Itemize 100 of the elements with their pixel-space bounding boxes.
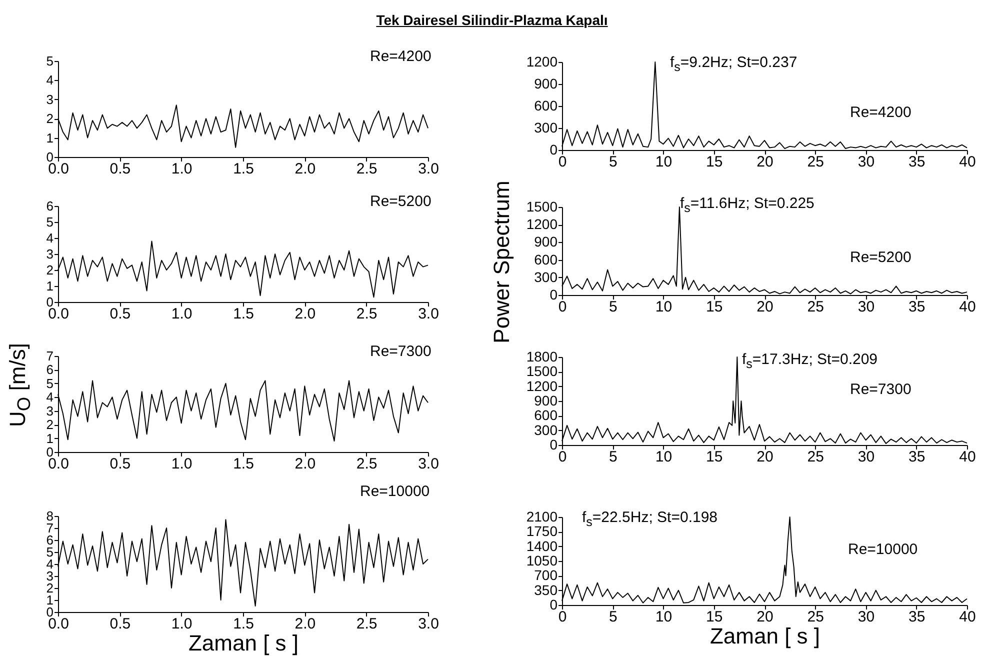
x-tick-label: 1.0 bbox=[171, 456, 192, 472]
y-tick-label: 0 bbox=[550, 596, 558, 612]
x-tick-label: 20 bbox=[756, 448, 774, 466]
text: Re=10000 bbox=[360, 483, 430, 500]
x-tick-label: 25 bbox=[807, 608, 824, 626]
y-tick-label: 1 bbox=[46, 278, 54, 294]
x-tick-label: 15 bbox=[706, 448, 723, 466]
x-tick-label: 2.5 bbox=[356, 306, 378, 322]
x-tick-label: 3.0 bbox=[418, 616, 439, 632]
y-tick-label: 4 bbox=[46, 72, 54, 88]
y-tick-label: 2 bbox=[46, 417, 54, 432]
x-tick-label: 0.0 bbox=[48, 160, 69, 178]
text: Tek Dairesel Silindir-Plazma Kapalı bbox=[376, 12, 608, 28]
x-tick-label: 30 bbox=[858, 448, 875, 466]
y-tick-label: 4 bbox=[46, 230, 54, 246]
x-tick-label: 30 bbox=[858, 608, 875, 626]
y-tick-label: 300 bbox=[534, 422, 558, 438]
y-tick-label: 0 bbox=[550, 436, 558, 452]
y-tick-label: 1200 bbox=[526, 216, 558, 232]
y-tick-label: 8 bbox=[46, 508, 54, 524]
y-tick-label: 2 bbox=[46, 580, 54, 596]
annotation: f$_{s}$=11.6Hz; St=0.225 bbox=[680, 195, 814, 215]
annotation: Re=5200 bbox=[850, 249, 912, 266]
y-tick-label: 1500 bbox=[526, 363, 558, 380]
x-tick-label: 0.0 bbox=[48, 616, 69, 632]
annotation: Re=7300 bbox=[850, 381, 912, 398]
y-tick-label: 0 bbox=[550, 142, 558, 158]
y-tick-label: 1 bbox=[46, 130, 54, 146]
x-tick-label: 0.5 bbox=[110, 616, 131, 632]
annotation: Re=4200 bbox=[850, 104, 912, 121]
annotation: Re=10000 bbox=[848, 541, 918, 558]
y-axis-title: Power Spectrum bbox=[489, 180, 515, 344]
y-tick-label: 600 bbox=[534, 407, 558, 424]
x-tick-label: 3.0 bbox=[418, 456, 439, 472]
y-tick-label: 2100 bbox=[526, 508, 558, 524]
x-tick-label: 15 bbox=[706, 154, 723, 170]
y-tick-label: 7 bbox=[46, 520, 54, 536]
x-tick-label: 20 bbox=[756, 608, 774, 626]
x-tick-label: 35 bbox=[908, 298, 926, 316]
x-tick-label: 25 bbox=[807, 448, 824, 466]
x-tick-label: 15 bbox=[706, 298, 723, 316]
annotation: Re=4200 bbox=[370, 48, 432, 65]
x-tick-label: 2.0 bbox=[294, 160, 316, 178]
x-tick-label: 0.0 bbox=[48, 306, 69, 322]
y-tick-label: 4 bbox=[46, 556, 54, 572]
y-tick-label: 5 bbox=[46, 214, 54, 230]
y-tick-label: 1750 bbox=[526, 523, 558, 540]
y-tick-label: 300 bbox=[534, 120, 558, 136]
y-tick-label: 600 bbox=[534, 98, 558, 114]
x-tick-label: 3.0 bbox=[418, 160, 439, 178]
x-tick-label: 5 bbox=[608, 448, 618, 466]
y-tick-label: 300 bbox=[534, 268, 558, 285]
y-tick-label: 5 bbox=[46, 544, 54, 560]
x-tick-label: 2.5 bbox=[356, 160, 378, 178]
y-tick-label: 600 bbox=[534, 251, 558, 268]
y-tick-label: 700 bbox=[534, 567, 558, 584]
y-tick-label: 1 bbox=[46, 430, 54, 446]
x-tick-label: 2.0 bbox=[294, 616, 316, 632]
x-axis-title: Zaman [ s ] bbox=[710, 624, 820, 648]
x-axis-title: Zaman [ s ] bbox=[188, 630, 299, 656]
y-tick-label: 1400 bbox=[526, 538, 558, 554]
x-tick-label: 1.0 bbox=[171, 306, 192, 322]
y-tick-label: 350 bbox=[534, 582, 558, 598]
x-tick-label: 5 bbox=[608, 298, 618, 316]
y-tick-label: 5 bbox=[46, 54, 54, 68]
x-tick-label: 2.0 bbox=[294, 306, 316, 322]
annotation: Re=7300 bbox=[370, 343, 432, 360]
x-tick-label: 2.0 bbox=[294, 456, 316, 472]
x-tick-label: 2.5 bbox=[356, 456, 378, 472]
x-tick-label: 30 bbox=[858, 154, 875, 170]
y-tick-label: 3 bbox=[46, 403, 54, 418]
x-tick-label: 40 bbox=[959, 298, 976, 316]
y-tick-label: 4 bbox=[46, 390, 54, 405]
y-tick-label: 1500 bbox=[526, 198, 558, 214]
x-tick-label: 1.5 bbox=[233, 616, 254, 632]
y-tick-label: 6 bbox=[46, 532, 54, 548]
x-tick-label: 1.5 bbox=[233, 456, 254, 472]
x-tick-label: 40 bbox=[959, 154, 976, 170]
x-tick-label: 15 bbox=[706, 608, 723, 626]
x-tick-label: 10 bbox=[655, 298, 672, 316]
y-tick-label: 1800 bbox=[526, 348, 558, 364]
x-tick-label: 10 bbox=[655, 154, 672, 170]
y-tick-label: 3 bbox=[46, 568, 54, 584]
y-tick-label: 900 bbox=[534, 392, 558, 408]
x-tick-label: 5 bbox=[608, 154, 618, 170]
x-tick-label: 25 bbox=[807, 298, 824, 316]
x-tick-label: 0.5 bbox=[110, 160, 131, 178]
x-tick-label: 40 bbox=[959, 448, 976, 466]
annotation: f$_{s}$=22.5Hz; St=0.198 bbox=[582, 509, 718, 529]
y-tick-label: 3 bbox=[46, 246, 54, 262]
annotation: f$_{s}$=9.2Hz; St=0.237 bbox=[670, 54, 798, 74]
y-tick-label: 1050 bbox=[526, 552, 558, 568]
x-tick-label: 35 bbox=[908, 154, 926, 170]
x-tick-label: 0.5 bbox=[110, 456, 131, 472]
x-tick-label: 30 bbox=[858, 298, 875, 316]
y-tick-label: 0 bbox=[550, 286, 558, 302]
annotation: f$_{s}$=17.3Hz; St=0.209 bbox=[742, 351, 878, 371]
x-tick-label: 10 bbox=[655, 448, 672, 466]
y-tick-label: 900 bbox=[534, 76, 558, 92]
x-tick-label: 0.0 bbox=[48, 456, 69, 472]
